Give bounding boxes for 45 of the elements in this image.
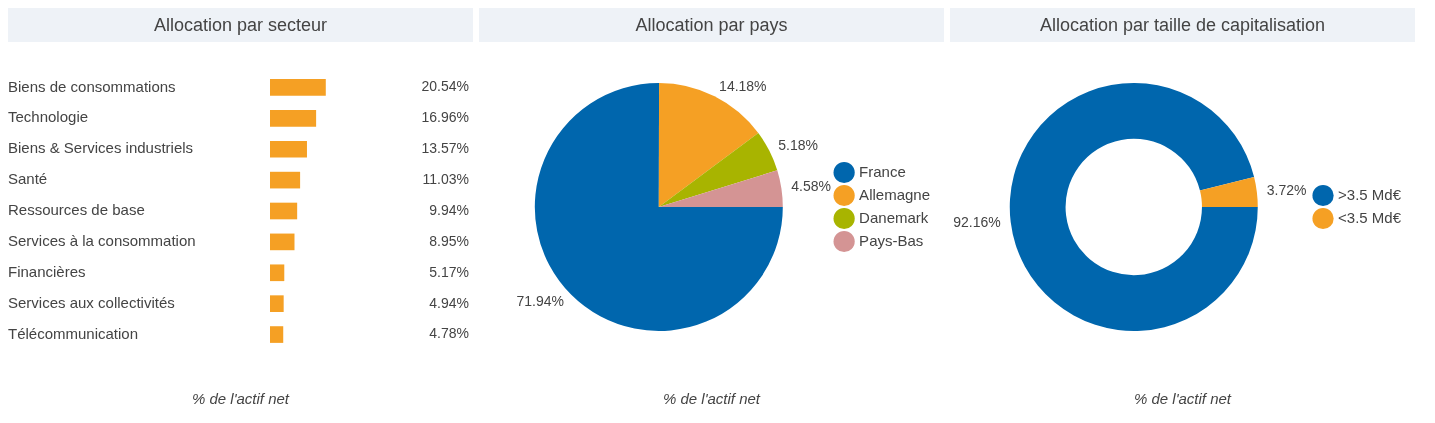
y-tick-label: Financières <box>8 262 86 280</box>
bar <box>270 233 295 251</box>
bar <box>270 140 307 158</box>
data-label: 4.78% <box>429 325 469 342</box>
legend-label: Allemagne <box>859 185 931 203</box>
data-label: 13.57% <box>421 140 469 157</box>
y-tick-label: Biens & Services industriels <box>8 139 194 157</box>
data-label: 71.94% <box>516 292 564 309</box>
y-tick-label: Services à la consommation <box>8 232 196 250</box>
bar <box>270 264 285 282</box>
bar <box>270 326 284 343</box>
data-label: 92.16% <box>953 214 1001 231</box>
bar <box>270 171 301 189</box>
y-tick-label: Télécommunication <box>8 324 139 342</box>
data-label: 5.18% <box>778 137 818 154</box>
data-label: 4.58% <box>791 177 832 194</box>
data-label: 8.95% <box>429 232 469 249</box>
data-label: 16.96% <box>421 109 469 126</box>
legend-label: France <box>859 162 906 180</box>
y-tick-label: Biens de consommations <box>8 77 176 95</box>
y-tick-label: Technologie <box>8 108 89 126</box>
data-label: 20.54% <box>421 78 469 95</box>
text: % de l'actif net <box>662 390 761 407</box>
legend-label: <3.5 Md€ <box>1338 208 1402 226</box>
chart-title: Allocation par secteur <box>8 8 473 42</box>
data-label: 5.17% <box>429 263 469 280</box>
legend-label: >3.5 Md€ <box>1338 185 1402 203</box>
bar <box>270 202 298 220</box>
bar <box>270 110 317 127</box>
bar <box>270 79 326 96</box>
data-label: 11.03% <box>422 170 469 187</box>
data-label: 14.18% <box>719 78 767 95</box>
y-tick-label: Services aux collectivités <box>8 293 175 311</box>
chart-title: Allocation par pays <box>479 8 944 42</box>
chart-title: Allocation par taille de capitalisation <box>950 8 1415 42</box>
text: % de l'actif net <box>191 390 290 407</box>
legend-label: Pays-Bas <box>859 231 924 249</box>
data-label: 9.94% <box>429 201 469 218</box>
legend-label: Danemark <box>859 208 929 226</box>
text: % de l'actif net <box>1133 390 1232 407</box>
data-label: 3.72% <box>1266 181 1307 198</box>
bar <box>270 295 284 312</box>
y-tick-label: Santé <box>8 170 48 188</box>
data-label: 4.94% <box>429 294 469 311</box>
y-tick-label: Ressources de base <box>8 201 145 219</box>
